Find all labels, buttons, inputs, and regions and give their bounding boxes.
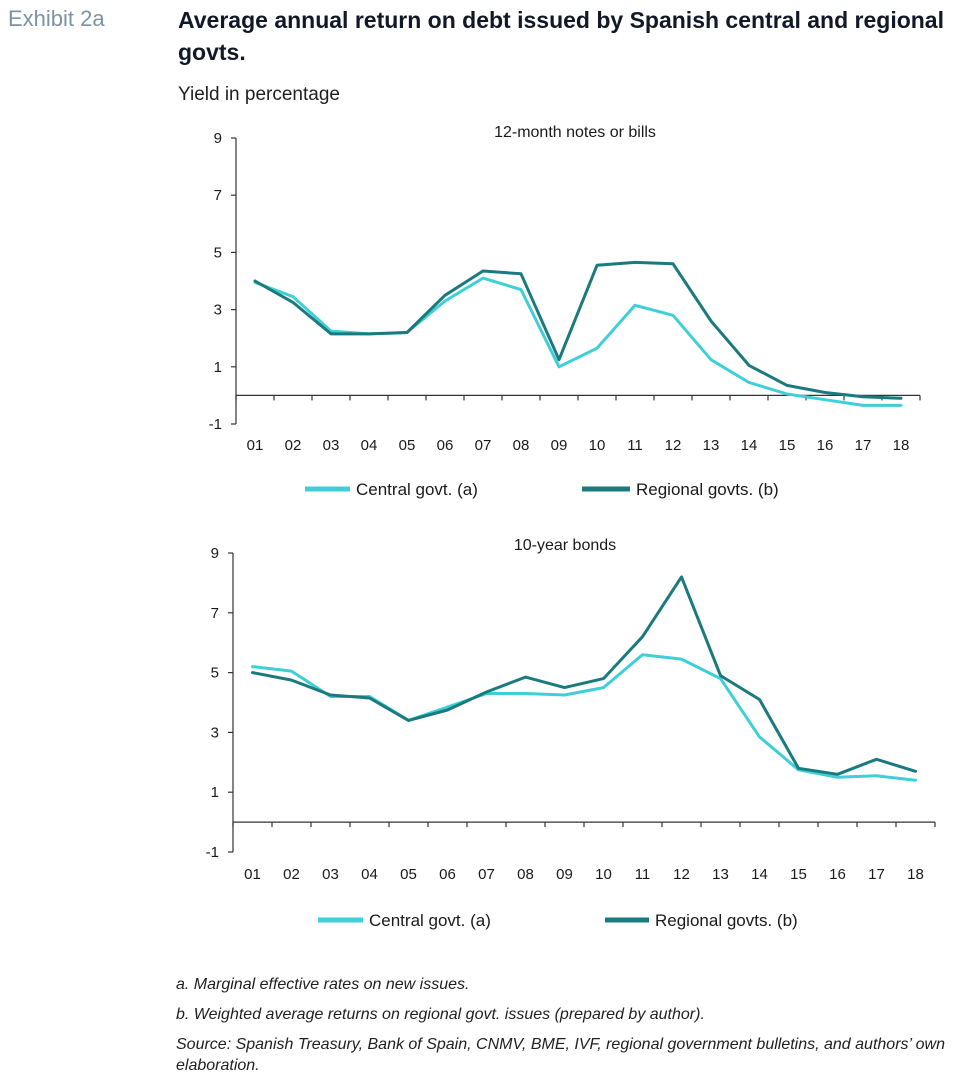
x-tick-label: 06 (437, 437, 454, 454)
x-tick-label: 10 (589, 437, 606, 454)
legend-label-central: Central govt. (a) (369, 911, 491, 930)
x-tick-label: 04 (361, 866, 378, 883)
x-tick-label: 13 (712, 866, 729, 883)
x-tick-label: 10 (595, 866, 612, 883)
x-tick-label: 13 (703, 437, 720, 454)
x-tick-label: 03 (322, 866, 339, 883)
x-tick-label: 02 (285, 437, 302, 454)
x-tick-label: 16 (817, 437, 834, 454)
x-tick-label: 06 (439, 866, 456, 883)
chart-10-year-bonds: 10-year bonds 9 7 5 3 1 -1 01 02 03 04 05 06 07 08 09 10… (206, 537, 936, 930)
footnote-b: b. Weighted average returns on regional … (176, 1006, 705, 1023)
x-tick-label: 08 (517, 866, 534, 883)
footnote-a: a. Marginal effective rates on new issue… (176, 976, 470, 993)
x-tick-label: 11 (627, 437, 643, 454)
y-tick-label: 9 (214, 130, 222, 147)
y-tick-label: 7 (214, 187, 222, 204)
series-line-central (251, 653, 917, 782)
x-tick-label: 17 (855, 437, 872, 454)
x-tick-label: 14 (751, 866, 768, 883)
x-tick-label: 07 (478, 866, 495, 883)
x-tick-label: 09 (556, 866, 573, 883)
y-tick-label: 1 (211, 784, 219, 801)
footnotes: a. Marginal effective rates on new issue… (176, 974, 956, 1085)
legend-label-central: Central govt. (a) (356, 480, 478, 499)
x-tick-label: 12 (665, 437, 682, 454)
legend-label-regional: Regional govts. (b) (636, 480, 779, 499)
chart-title: 10-year bonds (514, 537, 616, 554)
source-note: Source: Spanish Treasury, Bank of Spain,… (176, 1036, 945, 1074)
x-tick-label: 09 (551, 437, 568, 454)
series-line-regional (251, 575, 917, 776)
x-tick-label: 18 (907, 866, 924, 883)
x-tick-label: 08 (513, 437, 530, 454)
x-tick-label: 05 (400, 866, 417, 883)
x-tick-label: 16 (829, 866, 846, 883)
y-tick-label: 9 (211, 545, 219, 562)
legend-label-regional: Regional govts. (b) (655, 911, 798, 930)
x-tick-label: 01 (244, 866, 261, 883)
x-tick-label: 18 (893, 437, 910, 454)
y-tick-label: 3 (214, 302, 222, 319)
x-tick-label: 15 (790, 866, 807, 883)
series-line-regional (253, 260, 903, 400)
y-tick-label: -1 (209, 416, 222, 433)
x-tick-label: 04 (361, 437, 378, 454)
y-tick-label: -1 (206, 844, 219, 861)
chart-title: 12-month notes or bills (494, 124, 656, 141)
exhibit-label: Exhibit 2a (8, 6, 105, 31)
x-tick-label: 01 (247, 437, 264, 454)
x-tick-label: 14 (741, 437, 758, 454)
chart-12-month-notes: 12-month notes or bills 9 7 5 3 1 -1 01 02 03 04 05… (209, 124, 921, 499)
x-tick-label: 03 (323, 437, 340, 454)
y-tick-label: 5 (211, 665, 219, 682)
x-tick-label: 07 (475, 437, 492, 454)
y-tick-label: 7 (211, 605, 219, 622)
x-tick-label: 12 (673, 866, 690, 883)
x-tick-label: 11 (635, 866, 651, 883)
series-line-central (253, 276, 903, 407)
y-tick-label: 5 (214, 244, 222, 261)
y-tick-label: 1 (214, 359, 222, 376)
page-title: Average annual return on debt issued by … (178, 7, 944, 65)
y-tick-label: 3 (211, 724, 219, 741)
x-tick-label: 05 (399, 437, 416, 454)
x-tick-label: 15 (779, 437, 796, 454)
chart-subtitle: Yield in percentage (178, 84, 340, 105)
x-tick-label: 02 (283, 866, 300, 883)
x-tick-label: 17 (868, 866, 885, 883)
